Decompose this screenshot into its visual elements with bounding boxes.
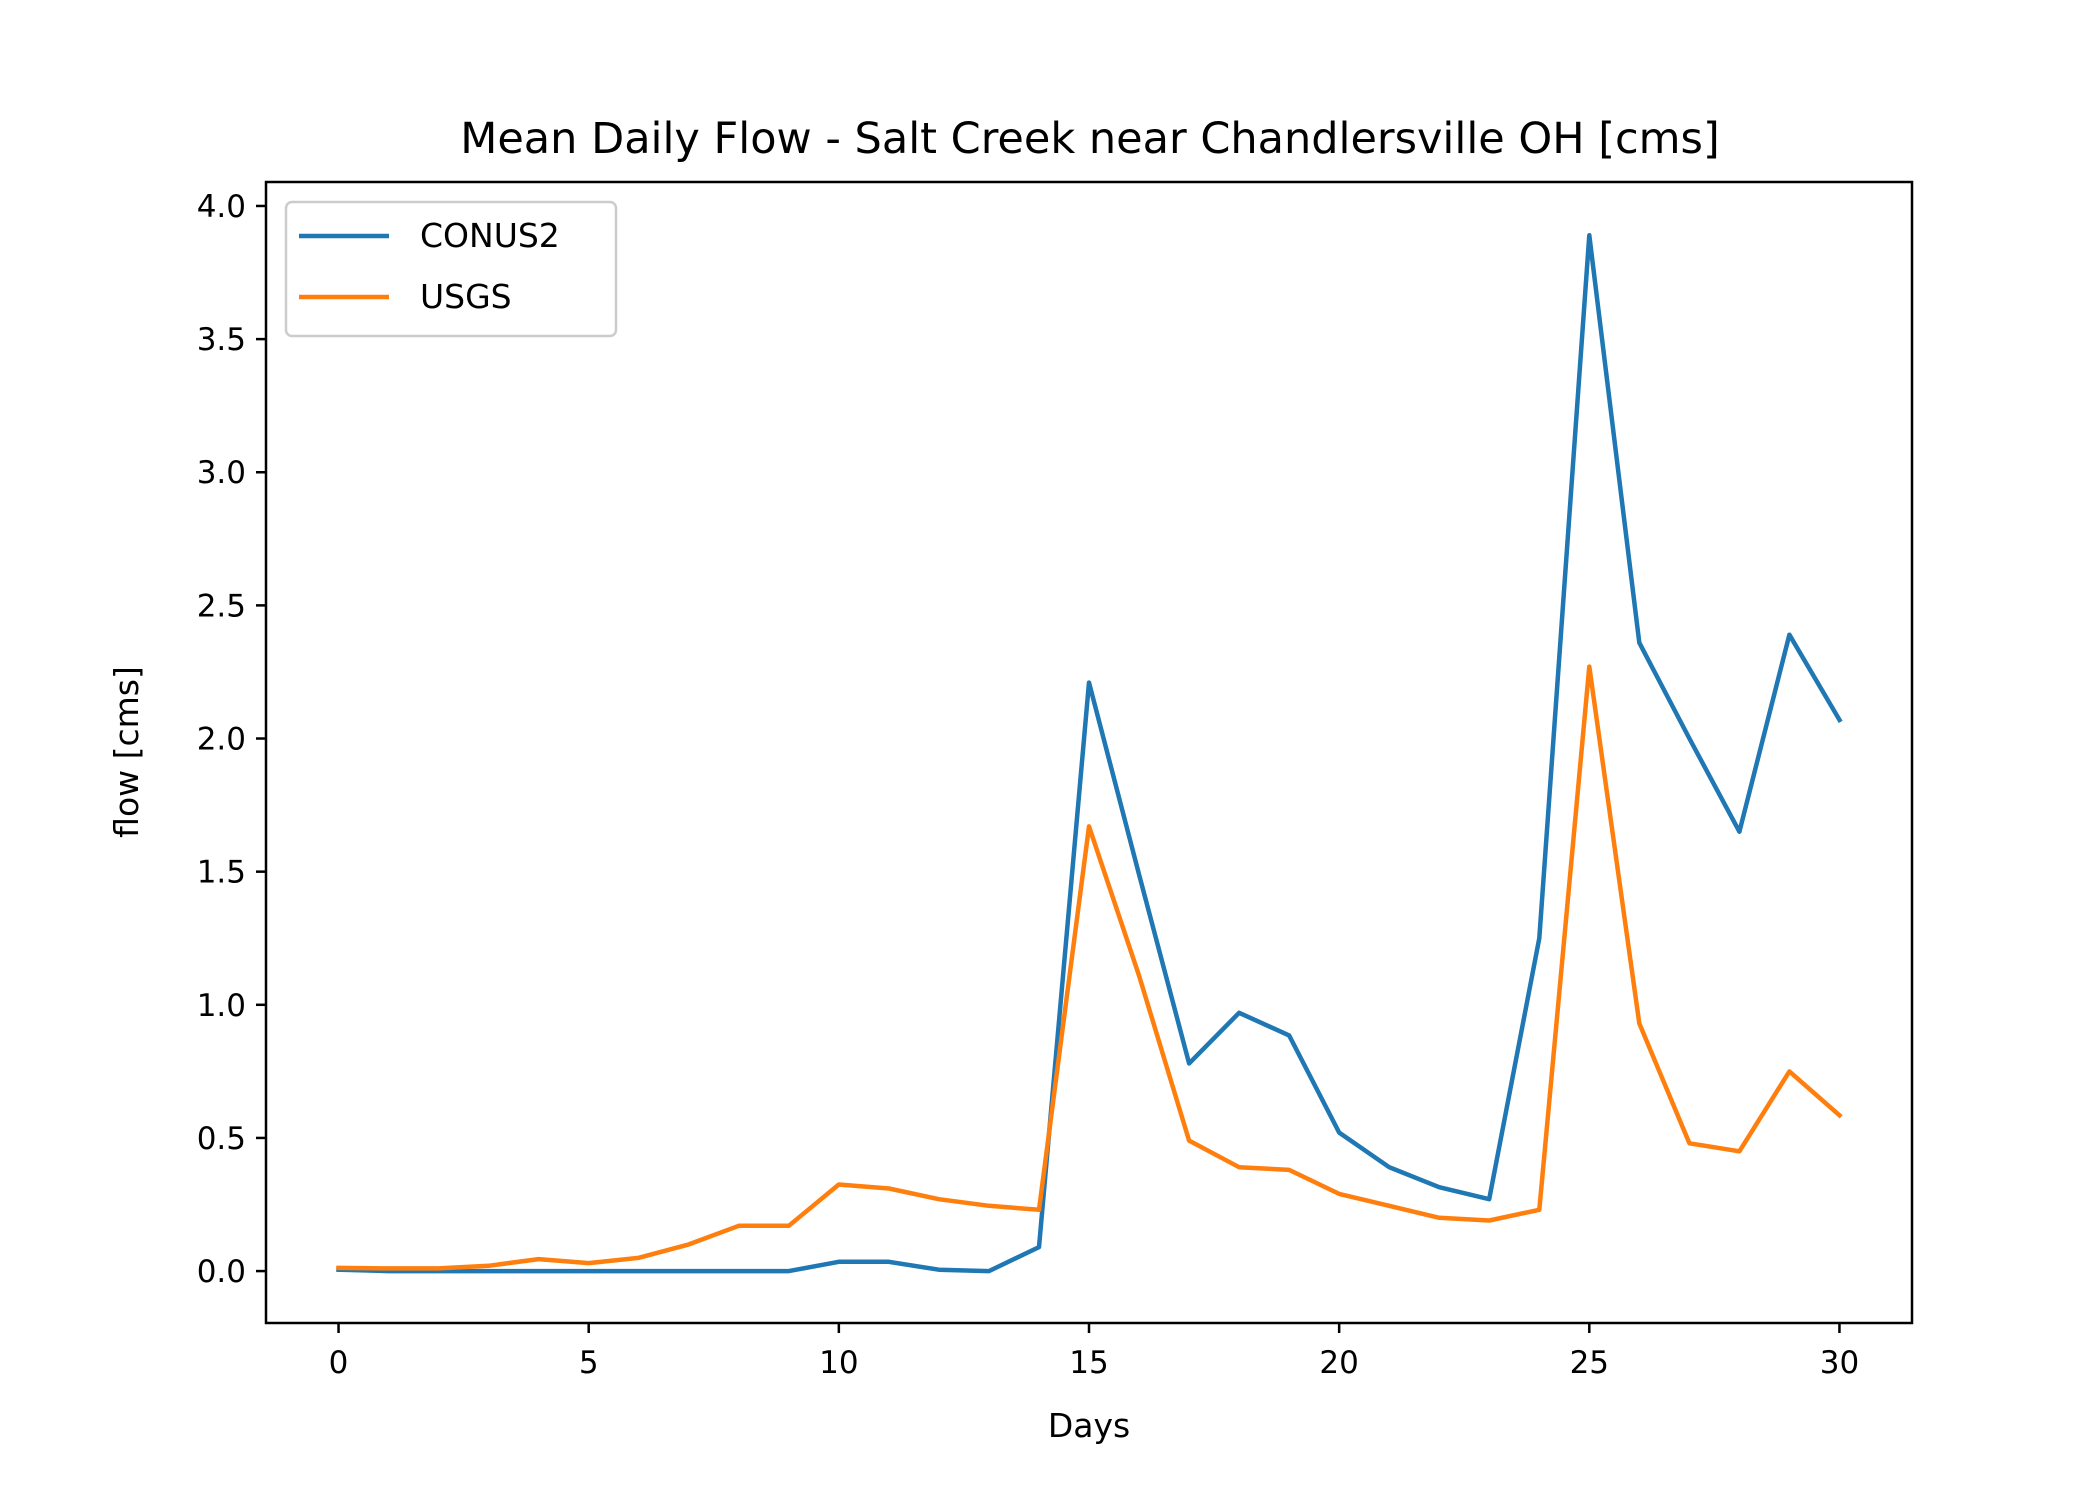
x-axis: 0 5 10 15 20 25 30 [329,1323,1859,1381]
x-tick-label: 25 [1570,1345,1609,1381]
x-tick-label: 20 [1319,1345,1358,1381]
chart-title: Mean Daily Flow - Salt Creek near Chandl… [460,114,1719,164]
y-tick-label: 3.5 [197,322,246,358]
x-tick-label: 0 [329,1345,349,1381]
y-tick-label: 2.0 [197,722,246,758]
y-tick-label: 1.5 [197,855,246,891]
x-tick-label: 10 [819,1345,858,1381]
series-layer [336,233,1843,1274]
legend-label-usgs: USGS [420,277,512,316]
y-axis: 0.0 0.5 1.0 1.5 2.0 2.5 3.0 3.5 4.0 [197,189,266,1290]
legend: CONUS2 USGS [284,200,618,338]
y-tick-label: 1.0 [197,988,246,1024]
plot-area: 0 5 10 15 20 25 30 0.0 0.5 1.0 1.5 2.0 2.5 3.0 3.5 4.0 [197,180,1914,1381]
x-tick-label: 30 [1820,1345,1859,1381]
y-axis-label: flow [cms] [107,666,146,838]
legend-label-conus2: CONUS2 [420,216,560,255]
series-line-conus2 [336,233,1843,1274]
x-tick-label: 5 [579,1345,599,1381]
series-line-usgs [336,664,1843,1271]
y-tick-label: 0.0 [197,1254,246,1290]
x-tick-label: 15 [1069,1345,1108,1381]
x-axis-label: Days [1048,1406,1130,1445]
y-tick-label: 0.5 [197,1121,246,1157]
y-tick-label: 4.0 [197,189,246,225]
y-tick-label: 2.5 [197,588,246,624]
plot-frame [264,180,1914,1325]
y-tick-label: 3.0 [197,455,246,491]
